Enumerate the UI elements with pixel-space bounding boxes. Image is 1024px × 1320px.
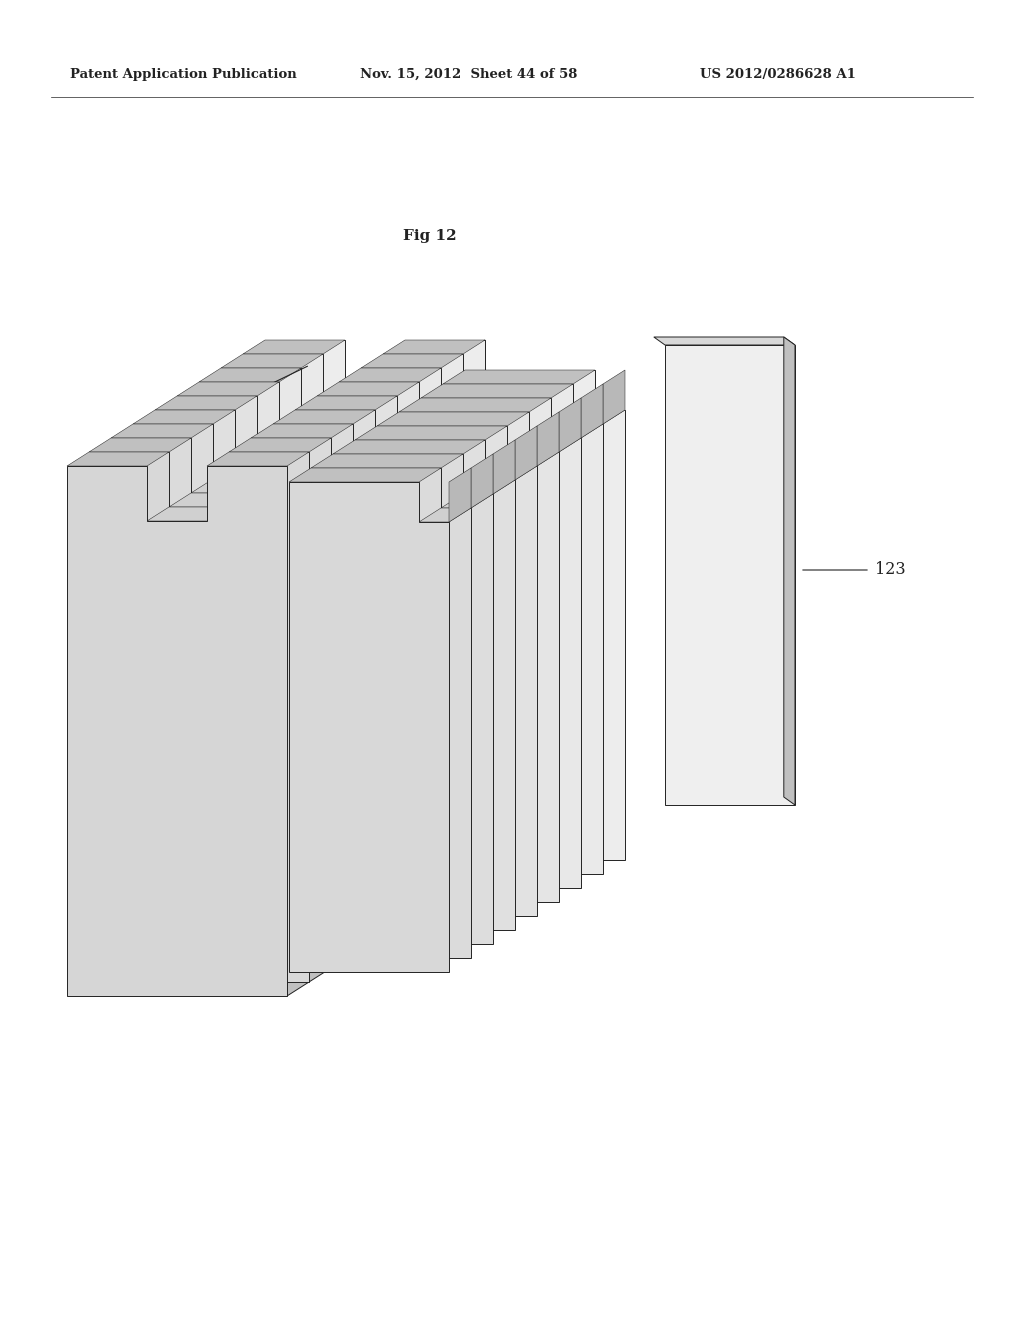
Polygon shape — [199, 381, 419, 912]
Polygon shape — [399, 399, 551, 412]
Polygon shape — [155, 396, 257, 411]
Polygon shape — [485, 466, 537, 480]
Polygon shape — [449, 469, 471, 521]
Polygon shape — [155, 411, 375, 940]
Polygon shape — [339, 368, 441, 381]
Polygon shape — [287, 341, 485, 997]
Polygon shape — [234, 451, 317, 465]
Polygon shape — [559, 399, 581, 451]
Polygon shape — [529, 438, 581, 451]
Polygon shape — [551, 424, 603, 438]
Polygon shape — [465, 370, 625, 861]
Polygon shape — [243, 341, 345, 354]
Polygon shape — [317, 381, 419, 396]
Polygon shape — [301, 409, 383, 422]
Polygon shape — [311, 454, 463, 469]
Polygon shape — [783, 337, 795, 805]
Polygon shape — [169, 492, 251, 507]
Polygon shape — [355, 440, 515, 931]
Polygon shape — [251, 424, 353, 438]
Polygon shape — [295, 396, 397, 411]
Polygon shape — [89, 438, 191, 451]
Polygon shape — [213, 465, 295, 479]
Polygon shape — [221, 354, 323, 368]
Polygon shape — [273, 411, 375, 424]
Text: 124: 124 — [115, 730, 145, 747]
Polygon shape — [507, 451, 559, 466]
Polygon shape — [665, 345, 795, 805]
Polygon shape — [265, 341, 485, 870]
Polygon shape — [67, 466, 287, 997]
Polygon shape — [383, 341, 485, 354]
Polygon shape — [133, 411, 234, 424]
Polygon shape — [199, 368, 301, 381]
Polygon shape — [653, 337, 795, 345]
Polygon shape — [221, 368, 441, 898]
Polygon shape — [89, 451, 309, 982]
Polygon shape — [443, 384, 603, 874]
Polygon shape — [243, 354, 463, 884]
Polygon shape — [419, 508, 471, 521]
Polygon shape — [355, 426, 507, 440]
Polygon shape — [515, 426, 537, 480]
Polygon shape — [333, 440, 485, 454]
Polygon shape — [573, 411, 625, 424]
Polygon shape — [229, 438, 331, 451]
Polygon shape — [603, 370, 625, 424]
Polygon shape — [463, 480, 515, 494]
Polygon shape — [333, 454, 493, 944]
Polygon shape — [399, 412, 559, 902]
Polygon shape — [361, 354, 463, 368]
Polygon shape — [471, 454, 493, 508]
Polygon shape — [311, 469, 471, 958]
Polygon shape — [421, 399, 581, 888]
Polygon shape — [177, 381, 279, 396]
Polygon shape — [323, 395, 406, 409]
Polygon shape — [257, 437, 339, 451]
Polygon shape — [191, 479, 273, 492]
Text: 123: 123 — [874, 561, 905, 578]
Polygon shape — [133, 424, 353, 954]
Polygon shape — [443, 370, 595, 384]
Polygon shape — [289, 469, 441, 482]
Polygon shape — [67, 451, 169, 466]
Polygon shape — [111, 438, 331, 968]
Polygon shape — [207, 451, 309, 466]
Polygon shape — [147, 507, 229, 521]
Polygon shape — [377, 412, 529, 426]
Polygon shape — [441, 494, 493, 508]
Polygon shape — [377, 426, 537, 916]
Text: Nov. 15, 2012  Sheet 44 of 58: Nov. 15, 2012 Sheet 44 of 58 — [360, 69, 578, 81]
Text: 125: 125 — [115, 437, 145, 454]
Polygon shape — [493, 440, 515, 494]
Polygon shape — [289, 482, 449, 972]
Polygon shape — [537, 412, 559, 466]
Text: Fig 12: Fig 12 — [403, 228, 457, 243]
Text: Patent Application Publication: Patent Application Publication — [70, 69, 297, 81]
Text: US 2012/0286628 A1: US 2012/0286628 A1 — [700, 69, 856, 81]
Polygon shape — [421, 384, 573, 399]
Polygon shape — [279, 422, 361, 437]
Polygon shape — [581, 384, 603, 438]
Polygon shape — [111, 424, 213, 438]
Polygon shape — [177, 396, 397, 927]
